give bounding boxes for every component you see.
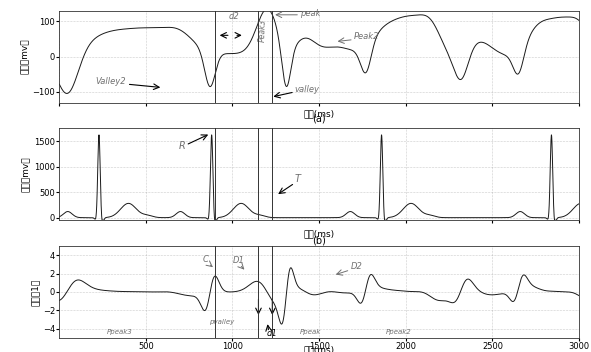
Text: Valley2: Valley2: [96, 77, 126, 86]
Text: 时间(ms): 时间(ms): [304, 345, 335, 352]
Y-axis label: 幅値（mv）: 幅値（mv）: [22, 156, 31, 192]
Text: 时间(ms): 时间(ms): [304, 229, 335, 238]
Text: d1: d1: [267, 329, 278, 338]
Text: 时间(ms): 时间(ms): [304, 109, 335, 118]
Text: T: T: [295, 174, 301, 184]
Text: D2: D2: [350, 262, 362, 271]
Text: pvalley: pvalley: [209, 319, 235, 325]
Text: Peak3: Peak3: [258, 19, 268, 42]
Text: (b): (b): [312, 235, 326, 246]
Y-axis label: 幅値（mv）: 幅値（mv）: [21, 39, 30, 74]
Text: R: R: [178, 141, 186, 151]
Text: valley: valley: [295, 85, 320, 94]
Text: Ppeak2: Ppeak2: [386, 329, 412, 335]
Text: Ppeak: Ppeak: [300, 329, 321, 335]
Text: d2: d2: [229, 12, 239, 21]
Text: C: C: [203, 254, 209, 264]
Text: (a): (a): [312, 113, 326, 123]
Text: peak: peak: [300, 9, 320, 18]
Text: D1: D1: [232, 256, 244, 264]
Y-axis label: 幅値（1）: 幅値（1）: [31, 278, 40, 306]
Text: Ppeak3: Ppeak3: [107, 329, 132, 335]
Text: Peak2: Peak2: [354, 32, 379, 41]
